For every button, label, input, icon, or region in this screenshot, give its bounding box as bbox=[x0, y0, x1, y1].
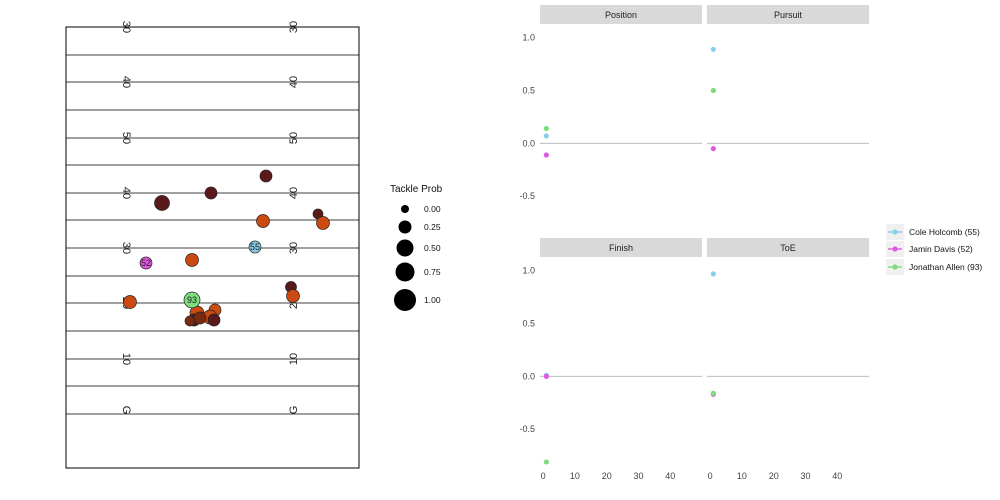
highlighted-player-55 bbox=[248, 240, 262, 254]
series-legend: Cole Holcomb (55) Jamin Davis (52) Jonatha… bbox=[886, 224, 982, 275]
size-legend-key bbox=[401, 205, 409, 213]
size-legend-label: 1.00 bbox=[424, 295, 441, 305]
legend-title: Tackle Prob bbox=[390, 184, 443, 195]
yard-number-right: 30 bbox=[288, 21, 300, 33]
size-legend-key bbox=[398, 220, 412, 234]
y-tick-label: -0.5 bbox=[519, 191, 535, 201]
y-tick-label: 0.0 bbox=[522, 371, 535, 381]
yard-number-right: 50 bbox=[288, 132, 300, 144]
facet-panels: Position Pursuit Finish ToE 1.0 1.0 0.5 0.5 0.0 0… bbox=[519, 5, 869, 481]
size-legend-label: 0.75 bbox=[424, 267, 441, 277]
player-markers: 93 52 55 bbox=[123, 169, 330, 327]
football-field: 3030404050504040303020201010GG bbox=[65, 21, 360, 469]
y-tick-label: 1.0 bbox=[522, 33, 535, 43]
field-border bbox=[65, 26, 360, 469]
data-point bbox=[543, 133, 549, 139]
yard-number-left: G bbox=[120, 406, 132, 415]
x-tick-label: 20 bbox=[769, 471, 779, 481]
x-tick-label: 20 bbox=[602, 471, 612, 481]
yard-number-right: 30 bbox=[288, 242, 300, 254]
yard-number-left: 30 bbox=[120, 242, 132, 254]
x-tick-label: 30 bbox=[800, 471, 810, 481]
x-tick-label: 0 bbox=[708, 471, 713, 481]
facet-label: Position bbox=[605, 10, 637, 20]
x-tick-label: 40 bbox=[665, 471, 675, 481]
yard-number-left: 40 bbox=[120, 76, 132, 88]
data-point bbox=[710, 146, 716, 152]
player-marker bbox=[123, 295, 137, 309]
data-point bbox=[710, 271, 716, 277]
yard-number-right: 10 bbox=[288, 353, 300, 365]
player-marker bbox=[204, 186, 218, 200]
player-marker bbox=[184, 315, 196, 327]
yard-number-left: 10 bbox=[120, 353, 132, 365]
x-tick-label: 0 bbox=[541, 471, 546, 481]
y-tick-label: 0.5 bbox=[522, 319, 535, 329]
legend-label: Cole Holcomb (55) bbox=[909, 227, 980, 237]
x-tick-label: 10 bbox=[570, 471, 580, 481]
legend-key-point bbox=[892, 246, 898, 252]
player-marker bbox=[154, 195, 170, 211]
size-legend-label: 0.50 bbox=[424, 243, 441, 253]
size-legend-key bbox=[395, 262, 415, 282]
player-marker bbox=[185, 253, 199, 267]
data-point bbox=[710, 390, 716, 396]
y-tick-label: 0.0 bbox=[522, 138, 535, 148]
highlighted-player-52 bbox=[139, 256, 153, 270]
y-tick-label: -0.5 bbox=[519, 424, 535, 434]
yard-number-left: 50 bbox=[120, 132, 132, 144]
x-tick-label: 30 bbox=[633, 471, 643, 481]
legend-key-point bbox=[892, 264, 898, 270]
highlighted-player-93 bbox=[183, 291, 201, 309]
legend-key-point bbox=[892, 229, 898, 235]
y-tick-label: 1.0 bbox=[522, 266, 535, 276]
facet-label: Finish bbox=[609, 243, 633, 253]
facet-label: ToE bbox=[780, 243, 796, 253]
data-point bbox=[543, 459, 549, 465]
yard-number-left: 30 bbox=[120, 21, 132, 33]
jersey-number-93: 93 bbox=[187, 295, 197, 305]
facet-strip bbox=[540, 5, 702, 24]
size-legend-label: 0.00 bbox=[424, 204, 441, 214]
facet-strip bbox=[707, 5, 869, 24]
data-point bbox=[710, 87, 716, 94]
data-point bbox=[710, 46, 716, 52]
player-marker bbox=[259, 169, 273, 183]
size-legend-key bbox=[394, 289, 416, 311]
x-tick-label: 10 bbox=[737, 471, 747, 481]
x-tick-label: 40 bbox=[832, 471, 842, 481]
legend-label: Jonathan Allen (93) bbox=[909, 262, 982, 272]
legend-label: Jamin Davis (52) bbox=[909, 244, 973, 254]
data-point bbox=[543, 125, 549, 132]
player-marker bbox=[256, 214, 270, 228]
yard-number-right: 40 bbox=[288, 187, 300, 199]
jersey-number-55: 55 bbox=[250, 242, 260, 252]
player-marker bbox=[286, 289, 300, 303]
data-point bbox=[543, 152, 549, 158]
player-marker bbox=[207, 313, 221, 327]
tackle-prob-legend: Tackle Prob 0.00 0.25 0.50 0.75 1.00 bbox=[390, 184, 443, 311]
size-legend-key bbox=[396, 239, 414, 257]
size-legend-label: 0.25 bbox=[424, 222, 441, 232]
yard-number-right: G bbox=[288, 406, 300, 415]
jersey-number-52: 52 bbox=[141, 258, 151, 268]
facet-strip bbox=[540, 238, 702, 257]
data-point bbox=[543, 373, 549, 379]
player-marker bbox=[316, 216, 330, 230]
y-tick-label: 0.5 bbox=[522, 86, 535, 96]
yard-number-right: 40 bbox=[288, 76, 300, 88]
facet-label: Pursuit bbox=[774, 10, 803, 20]
player-marker bbox=[193, 311, 207, 325]
facet-strip bbox=[707, 238, 869, 257]
yard-number-left: 40 bbox=[120, 187, 132, 199]
